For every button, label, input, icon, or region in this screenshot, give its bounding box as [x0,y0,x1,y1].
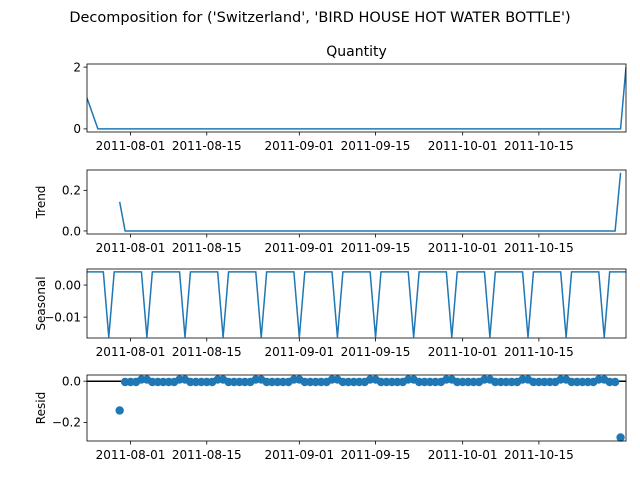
observed-series-line [87,67,626,130]
x-tick-label: 2011-10-01 [428,139,498,153]
y-tick-label: 0.0 [62,224,81,238]
x-tick-label: 2011-10-01 [428,345,498,359]
resid-outlier-point [115,406,124,415]
axes-frame [86,169,627,235]
figure-title: Decomposition for ('Switzerland', 'BIRD … [69,10,570,26]
y-axis-label: Seasonal [34,276,48,330]
x-tick-label: 2011-09-01 [264,448,334,462]
plot-area-seasonal [87,271,626,338]
panel-title: Quantity [326,44,387,60]
trend-series-line [118,172,622,232]
plot-area-resid [87,375,626,442]
x-tick-label: 2011-10-15 [504,241,574,255]
plot-area-observed [87,67,626,130]
x-tick-label: 2011-10-15 [504,448,574,462]
y-tick-label: −0.2 [52,416,81,430]
x-tick-label: 2011-10-01 [428,448,498,462]
x-tick-label: 2011-09-01 [264,241,334,255]
resid-outlier-point [616,433,625,442]
x-tick-label: 2011-08-15 [172,241,242,255]
y-tick-label: 2 [73,60,81,74]
resid-point [610,377,620,387]
y-tick-label: 0 [73,122,81,136]
x-tick-label: 2011-09-01 [264,139,334,153]
panel-resid: Resid −0.2 0.0 2011-08-01 2011-08-15 2011-09-… [34,374,627,462]
x-tick-label: 2011-09-15 [341,139,411,153]
x-tick-label: 2011-08-01 [96,139,166,153]
axes-frame [86,63,627,133]
y-tick-label: 0.2 [62,184,81,198]
panel-observed: Quantity 0 2 2011-08-01 2011-08-15 2011-09-01… [73,44,627,153]
x-tick-label: 2011-08-15 [172,139,242,153]
x-tick-label: 2011-09-15 [341,448,411,462]
decomposition-panels: Quantity 0 2 2011-08-01 2011-08-15 2011-09-01… [34,44,627,462]
y-tick-label: 0.0 [62,374,81,388]
y-tick-label: −0.01 [44,310,81,324]
x-tick-label: 2011-10-15 [504,139,574,153]
y-tick-label: 0.00 [54,278,81,292]
panel-seasonal: Seasonal−0.01 0.00 2011-08-01 2011-08-15 201… [34,268,627,359]
x-tick-label: 2011-10-15 [504,345,574,359]
x-tick-label: 2011-08-15 [172,448,242,462]
plot-area-trend [118,172,622,232]
x-tick-label: 2011-09-01 [264,345,334,359]
x-tick-label: 2011-09-15 [341,241,411,255]
y-axis-label: Trend [34,186,48,220]
x-tick-label: 2011-09-15 [341,345,411,359]
x-tick-label: 2011-08-01 [96,345,166,359]
x-tick-label: 2011-08-01 [96,448,166,462]
axes-frame [86,268,627,339]
axes-frame [86,374,627,442]
x-tick-label: 2011-08-15 [172,345,242,359]
x-tick-label: 2011-08-01 [96,241,166,255]
seasonal-series-line [87,271,626,338]
x-tick-label: 2011-10-01 [428,241,498,255]
panel-trend: Trend 0.0 0.2 2011-08-01 2011-08-15 2011-09-0… [34,169,627,255]
y-axis-label: Resid [34,392,48,424]
